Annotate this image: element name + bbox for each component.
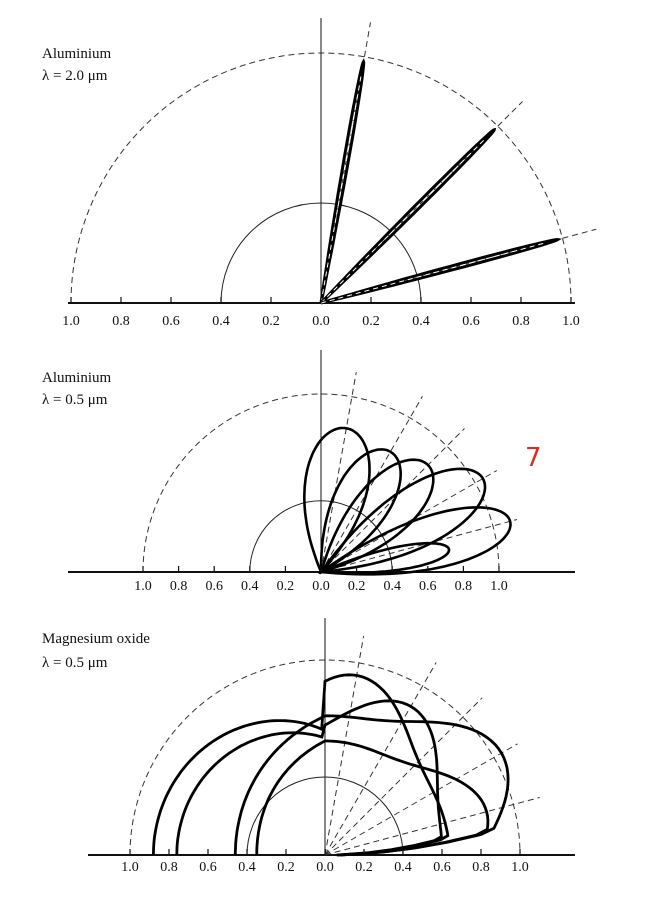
incidence-line xyxy=(324,796,540,856)
tick-label: 0.8 xyxy=(170,579,188,594)
tick-label: 0.4 xyxy=(238,860,256,875)
tick-label: 0.0 xyxy=(312,314,330,329)
tick-label: 1.0 xyxy=(562,314,580,329)
reflection-lobe xyxy=(320,237,562,305)
panel-magnesium-oxide: Magnesium oxide λ = 0.5 μm 1.0 0.8 0.6 0.4 0… xyxy=(42,618,575,875)
tick-label: 0.6 xyxy=(419,579,437,594)
reflection-lobe xyxy=(320,541,451,575)
unit-semicircle xyxy=(70,52,572,304)
incidence-line xyxy=(320,101,523,304)
tick-label: 0.4 xyxy=(212,314,230,329)
lobe-axis xyxy=(320,73,362,304)
tick-label: 0.0 xyxy=(316,860,334,875)
panel3-subtitle: λ = 0.5 μm xyxy=(42,655,108,671)
unit-semicircle xyxy=(142,393,500,573)
panel-aluminium-0-5um: Aluminium λ = 0.5 μm 1.0 0.8 0.6 0.4 0.2 0.0 0… xyxy=(42,350,575,594)
tick-label: 1.0 xyxy=(490,579,508,594)
incidence-line xyxy=(320,396,423,573)
reference-semicircle xyxy=(246,776,404,856)
panel1-subtitle: λ = 2.0 μm xyxy=(42,68,108,84)
incidence-line xyxy=(320,228,597,304)
incidence-line xyxy=(320,372,357,573)
reflection-lobe xyxy=(318,467,487,574)
panel1-title: Aluminium xyxy=(42,46,112,62)
reference-semicircle xyxy=(249,500,393,573)
tick-label: 0.6 xyxy=(433,860,451,875)
tick-label: 0.6 xyxy=(462,314,480,329)
tick-label: 0.6 xyxy=(199,860,217,875)
reflection-curve xyxy=(175,699,443,857)
reflection-lobe xyxy=(319,448,403,575)
tick-label: 0.4 xyxy=(241,579,259,594)
reflection-lobe xyxy=(302,426,371,575)
tick-label: 0.8 xyxy=(112,314,130,329)
tick-label: 0.2 xyxy=(277,579,295,594)
handwritten-annotation: 7 xyxy=(525,443,542,473)
reflection-lobe xyxy=(317,506,512,576)
tick-label: 1.0 xyxy=(511,860,529,875)
tick-label: 0.8 xyxy=(160,860,178,875)
tick-label: 0.8 xyxy=(512,314,530,329)
tick-label: 1.0 xyxy=(121,860,139,875)
tick-label: 0.0 xyxy=(312,579,330,594)
panel2-subtitle: λ = 0.5 μm xyxy=(42,392,108,408)
reflection-curve xyxy=(152,673,450,857)
tick-label: 0.2 xyxy=(355,860,373,875)
unit-semicircle xyxy=(129,659,521,856)
tick-label: 0.8 xyxy=(455,579,473,594)
reflection-lobe xyxy=(318,458,435,575)
tick-label: 1.0 xyxy=(134,579,152,594)
incidence-line xyxy=(320,470,497,573)
reference-semicircle xyxy=(220,202,422,304)
panel2-title: Aluminium xyxy=(42,370,112,386)
tick-label: 0.2 xyxy=(362,314,380,329)
incidence-line xyxy=(324,743,518,856)
tick-label: 0.4 xyxy=(394,860,412,875)
panel3-title: Magnesium oxide xyxy=(42,631,150,647)
tick-label: 0.2 xyxy=(262,314,280,329)
tick-label: 0.8 xyxy=(472,860,490,875)
tick-label: 1.0 xyxy=(62,314,80,329)
tick-label: 0.4 xyxy=(383,579,401,594)
incidence-line xyxy=(320,428,465,573)
panel-aluminium-2um: Aluminium λ = 2.0 μm 1.0 0.8 0.6 0.4 0.2 0.0 0… xyxy=(42,18,597,329)
incidence-line xyxy=(320,518,518,573)
incidence-line xyxy=(320,22,371,304)
reflection-curve xyxy=(255,739,490,857)
incidence-line xyxy=(324,662,437,856)
tick-label: 0.6 xyxy=(205,579,223,594)
tick-label: 0.2 xyxy=(277,860,295,875)
reflection-lobe xyxy=(319,58,366,304)
tick-label: 0.6 xyxy=(162,314,180,329)
lobe-axis xyxy=(320,138,486,304)
lobe-axis xyxy=(320,242,546,304)
tick-label: 0.2 xyxy=(348,579,366,594)
tick-label: 0.4 xyxy=(412,314,430,329)
incidence-line xyxy=(324,635,365,856)
reflection-curve xyxy=(233,714,510,857)
reflection-lobe xyxy=(319,127,497,305)
